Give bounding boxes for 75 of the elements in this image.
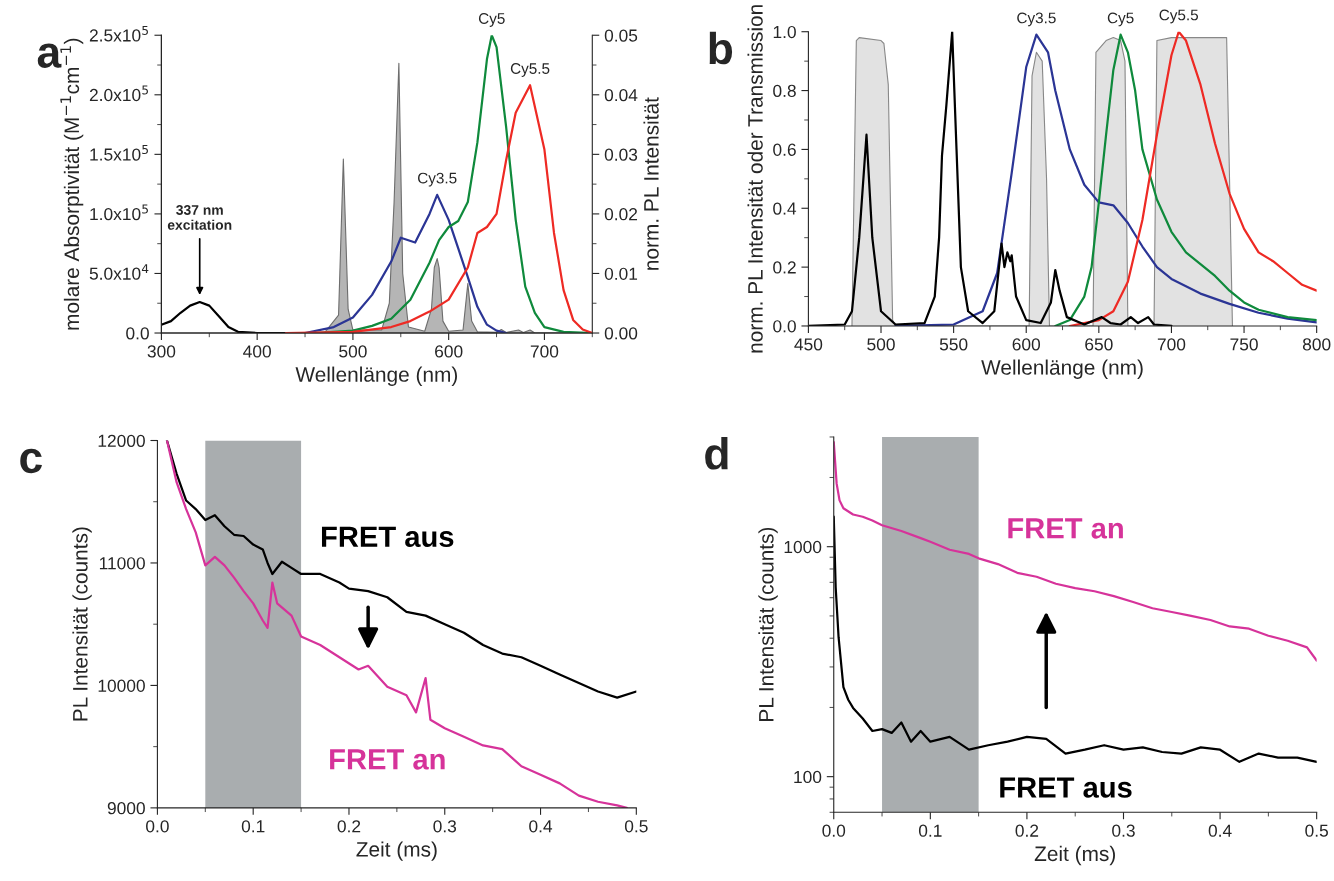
y2-tick-label: 0.05 [604, 29, 638, 42]
y-axis-title: PL Intensität (counts) [72, 527, 92, 721]
y2-axis-title: norm. PL Intensität [643, 97, 659, 270]
line-series [833, 515, 1317, 763]
x-tick-label: 300 [147, 345, 176, 358]
y-tick-label: 0.0 [773, 320, 796, 333]
y-tick-label: 0.8 [773, 84, 796, 98]
x-tick-label: 0.0 [822, 824, 846, 837]
x-axis-title: Zeit (ms) [356, 841, 437, 861]
series-label: Cy3.5 [418, 172, 457, 187]
series-label: FRET aus [321, 526, 454, 548]
y-tick-label: 100 [794, 770, 822, 784]
y-tick-label: 12000 [98, 434, 145, 447]
annotation: 337 nm excitation [167, 205, 232, 230]
x-tick-label: 500 [867, 338, 895, 351]
y2-tick-label: 0.03 [604, 148, 638, 161]
x-tick-label: 550 [939, 338, 968, 351]
chart-title: c [20, 448, 42, 474]
series-label: FRET an [330, 749, 445, 770]
x-tick-label: 700 [1157, 338, 1186, 351]
y-tick-label: 0.4 [773, 202, 797, 215]
y-tick-label: 10000 [98, 679, 145, 692]
x-tick-label: 0.0 [146, 820, 169, 833]
y-tick-label: 1.5x10$^{5}$ [90, 145, 148, 161]
y2-tick-label: 0.02 [604, 208, 638, 221]
x-tick-label: 0.2 [337, 820, 361, 833]
x-tick-label: 0.5 [624, 820, 648, 833]
x-axis-title: Wellenlänge (nm) [295, 366, 458, 386]
x-tick-label: 750 [1230, 338, 1258, 351]
y-tick-label: 0.2 [773, 261, 796, 274]
line-series [165, 440, 628, 808]
x-axis-title: Wellenlänge (nm) [981, 359, 1143, 379]
x-tick-label: 0.4 [1208, 824, 1232, 837]
x-tick-label: 500 [339, 345, 367, 358]
series-label: Cy3.5 [1017, 12, 1056, 27]
x-tick-label: 700 [530, 345, 559, 358]
series-label: FRET an [1008, 518, 1123, 539]
x-tick-label: 0.4 [529, 820, 553, 833]
x-tick-label: 0.5 [1305, 824, 1328, 837]
y-axis-title: PL Intensität (counts) [758, 527, 778, 721]
series-label: Cy5 [478, 13, 505, 27]
chart-title: b [709, 31, 733, 65]
x-tick-label: 0.2 [1015, 824, 1039, 837]
y-tick-label: 1000 [784, 540, 822, 554]
y-axis-title: norm. PL Intensität oder Transmission [747, 5, 763, 353]
y-tick-label: 1.0 [773, 25, 796, 39]
x-tick-label: 0.3 [1112, 824, 1135, 837]
x-tick-label: 0.3 [433, 820, 457, 833]
y-tick-label: 9000 [107, 802, 145, 815]
y-tick-label: 11000 [99, 557, 145, 570]
series-label: Cy5 [1107, 12, 1134, 27]
x-tick-label: 800 [1302, 338, 1331, 351]
x-tick-label: 0.1 [918, 824, 942, 837]
x-tick-label: 600 [435, 345, 463, 358]
chart-title: a [37, 43, 62, 68]
y-tick-label: 2.0x10$^{5}$ [89, 85, 148, 102]
x-tick-label: 400 [243, 345, 271, 358]
x-tick-label: 450 [794, 338, 823, 351]
series-label: Cy5.5 [1159, 9, 1199, 24]
y2-tick-label: 0.00 [604, 327, 638, 340]
y-tick-label: 1.0x10$^{5}$ [90, 204, 148, 221]
x-tick-label: 600 [1012, 338, 1041, 351]
y-tick-label: 0.6 [773, 143, 796, 156]
y2-tick-label: 0.01 [604, 267, 638, 280]
x-tick-label: 0.1 [241, 820, 265, 833]
series-label: Cy5.5 [510, 63, 550, 77]
y2-tick-label: 0.04 [604, 88, 638, 102]
y-tick-label: 5.0x10$^{4}$ [89, 264, 149, 280]
y-tick-label: 2.5x10$^{5}$ [89, 25, 148, 42]
series-label: FRET aus [1000, 777, 1132, 798]
line-series [833, 440, 1317, 662]
x-axis-title: Zeit (ms) [1034, 845, 1115, 866]
y-tick-label: 0.0 [126, 327, 149, 340]
x-tick-label: 650 [1085, 338, 1113, 351]
chart-title: d [705, 436, 728, 470]
